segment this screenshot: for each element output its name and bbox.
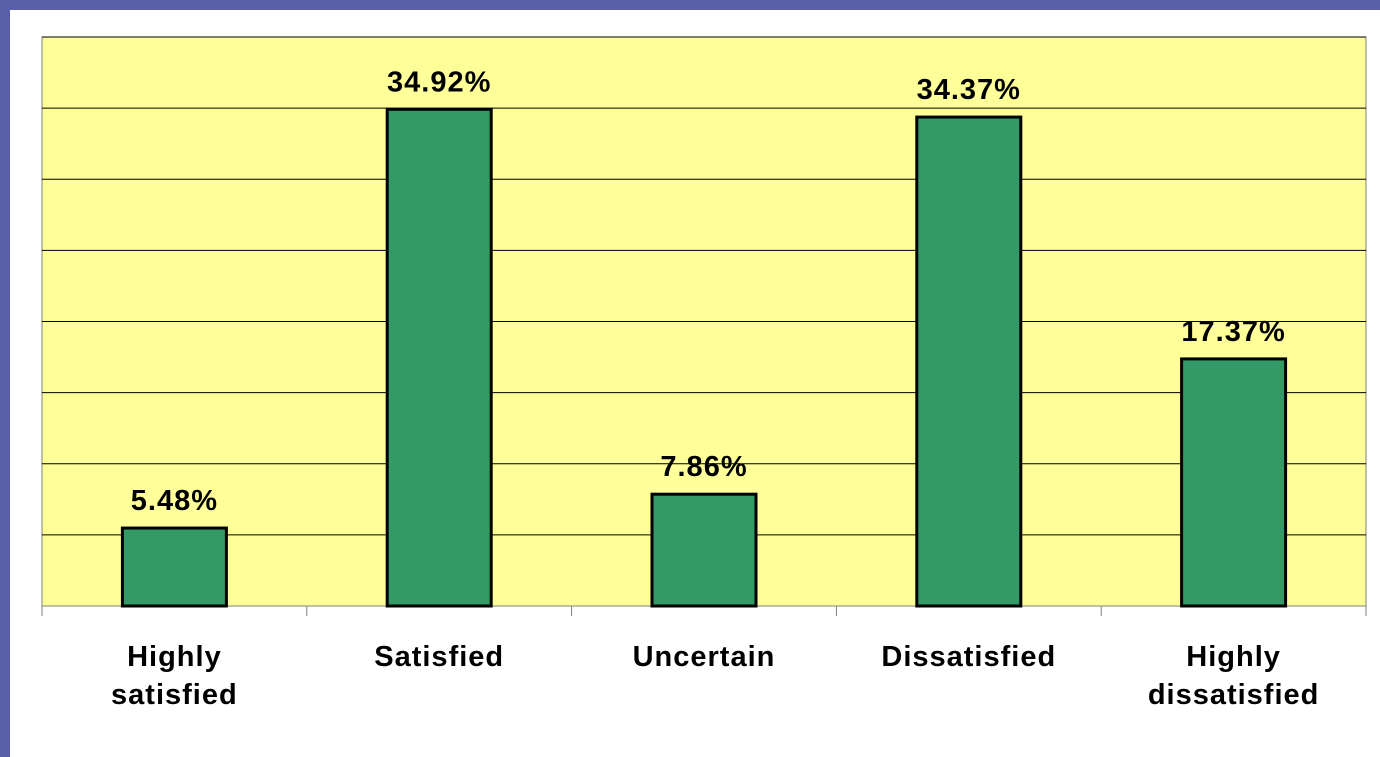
x-tick-label: Dissatisfied: [881, 641, 1057, 673]
data-label: 17.37%: [1181, 316, 1285, 348]
bar: [120, 526, 228, 608]
bar: [650, 492, 758, 608]
x-tick-label: Satisfied: [374, 641, 505, 673]
x-tick-label: Highly satisfied: [111, 641, 238, 711]
x-tick-label: Highly dissatisfied: [1147, 641, 1320, 711]
data-label: 34.92%: [387, 66, 491, 98]
bar: [915, 115, 1023, 608]
x-tick-label: Uncertain: [632, 641, 776, 673]
data-label: 34.37%: [917, 74, 1021, 106]
data-label: 5.48%: [131, 485, 218, 517]
bar: [385, 107, 493, 608]
bar: [1180, 357, 1288, 608]
data-label: 7.86%: [660, 451, 747, 483]
